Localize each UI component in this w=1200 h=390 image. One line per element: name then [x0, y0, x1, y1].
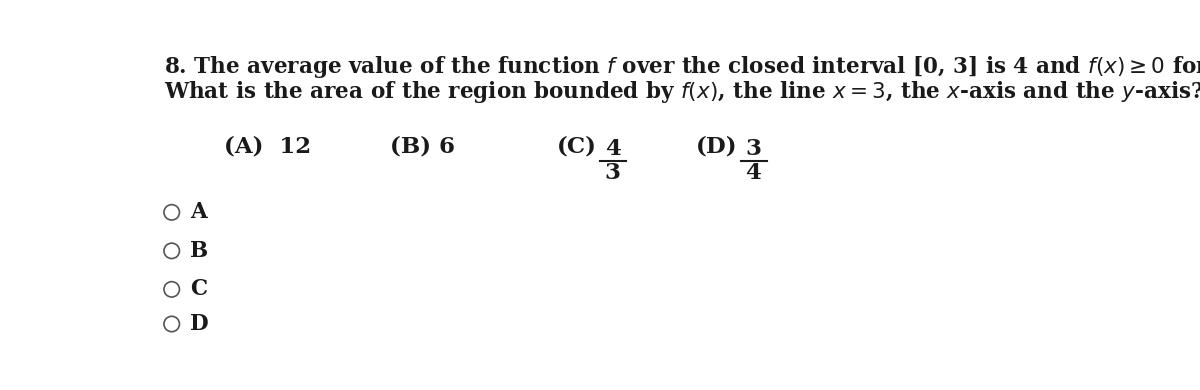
Text: C: C [191, 278, 208, 300]
Text: B: B [191, 240, 209, 262]
Text: 4: 4 [605, 138, 620, 160]
Text: 3: 3 [605, 161, 620, 184]
Text: (C): (C) [557, 136, 596, 158]
Text: (A)  12: (A) 12 [223, 136, 311, 158]
Text: 3: 3 [745, 138, 761, 160]
Text: 8. The average value of the function $f$ over the closed interval [0, 3] is 4 an: 8. The average value of the function $f$… [164, 55, 1200, 80]
Text: What is the area of the region bounded by $f(x)$, the line $x = 3$, the $x$-axis: What is the area of the region bounded b… [164, 79, 1200, 105]
Text: (B) 6: (B) 6 [390, 136, 455, 158]
Text: D: D [191, 313, 209, 335]
Text: A: A [191, 201, 208, 223]
Text: 4: 4 [745, 161, 761, 184]
Text: (D): (D) [696, 136, 738, 158]
